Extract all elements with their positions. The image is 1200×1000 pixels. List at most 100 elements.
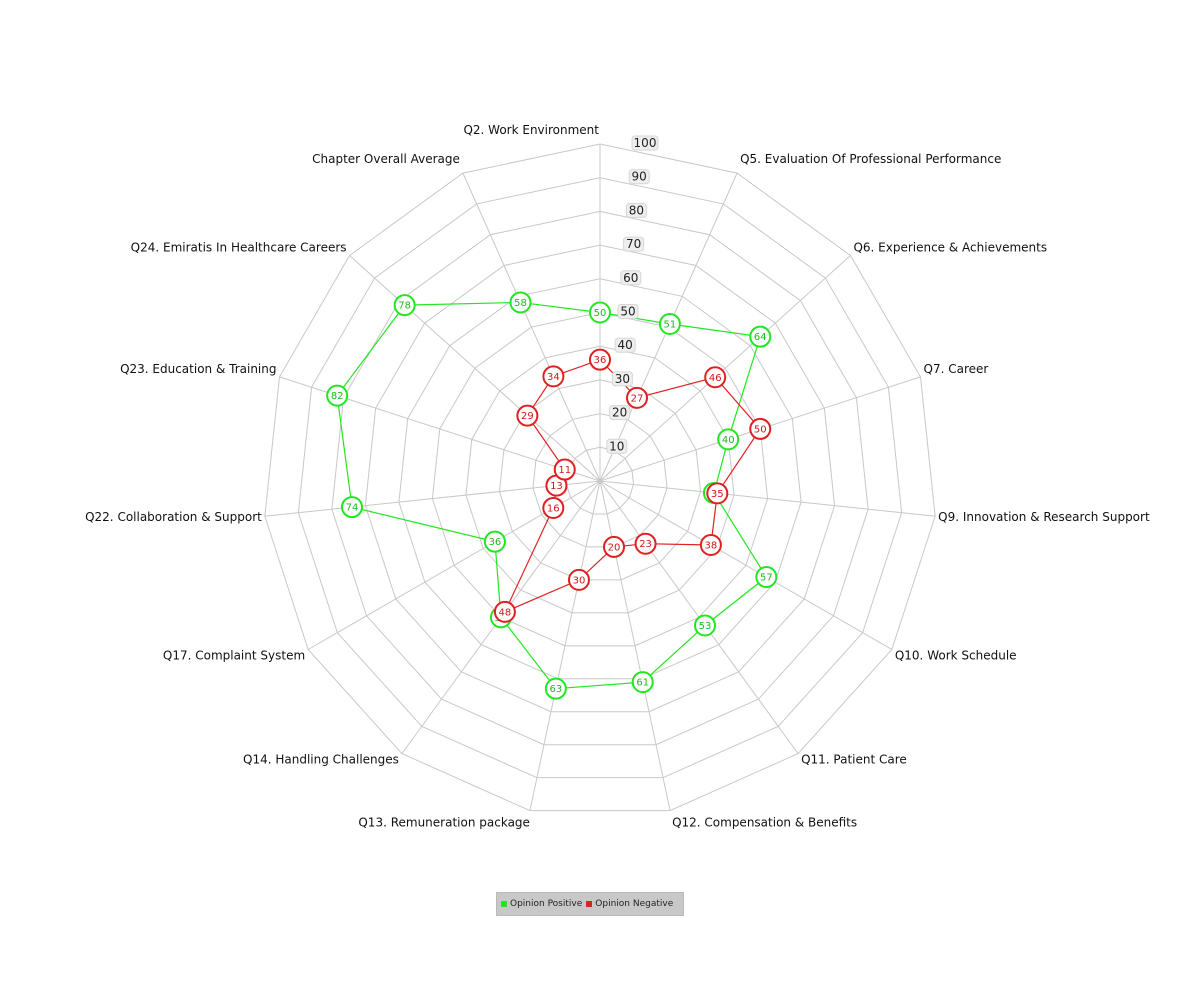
marker-negative: [704, 366, 727, 389]
grid-spoke: [599, 480, 936, 517]
data-label-positive: 82: [331, 391, 344, 402]
data-label-positive: 63: [549, 684, 562, 695]
tick-label: 60: [623, 271, 638, 285]
data-label-positive: 51: [664, 319, 677, 330]
tick-label-bg: [620, 270, 642, 286]
grid-ring: [532, 413, 668, 548]
marker-negative: [516, 404, 539, 427]
tick-label-bg: [631, 135, 659, 151]
tick-label: 90: [632, 170, 647, 184]
marker-negative: [542, 365, 565, 388]
tick-label-bg: [609, 405, 631, 421]
data-label-positive: 40: [722, 435, 735, 446]
tick-label: 30: [615, 372, 630, 386]
tick-label: 40: [618, 338, 633, 352]
marker-positive: [658, 312, 681, 335]
category-label: Q23. Education & Training: [120, 362, 276, 376]
legend-swatch-negative: [586, 901, 593, 907]
tick-label-bg: [628, 169, 650, 185]
data-label-negative: 13: [550, 481, 563, 492]
data-label-negative: 20: [608, 542, 621, 553]
grid-ring: [297, 177, 903, 779]
category-label: Q9. Innovation & Research Support: [938, 510, 1150, 524]
data-label-positive: 36: [489, 537, 502, 548]
category-label: Chapter Overall Average: [312, 152, 460, 166]
category-label: Q5. Evaluation Of Professional Performan…: [740, 152, 1001, 166]
category-label: Q12. Compensation & Benefits: [672, 816, 857, 830]
marker-negative: [603, 535, 626, 558]
data-label-negative: 27: [631, 393, 644, 404]
data-label-positive: 74: [346, 503, 359, 514]
marker-negative: [634, 532, 657, 555]
marker-negative: [567, 568, 590, 591]
category-label: Q14. Handling Challenges: [243, 753, 399, 767]
tick-label-bg: [617, 304, 639, 319]
series-line-negative: [503, 358, 762, 614]
marker-negative: [553, 458, 576, 481]
marker-positive: [509, 291, 532, 314]
series-line-positive: [336, 301, 768, 690]
marker-positive: [749, 325, 772, 348]
grid-ring: [498, 379, 702, 581]
tick-label: 20: [612, 406, 627, 420]
data-label-negative: 23: [639, 539, 652, 550]
data-label-negative: 11: [558, 465, 571, 476]
data-label-positive: 78: [398, 301, 411, 312]
grid-spoke: [599, 255, 851, 482]
legend-label-negative: Opinion Negative: [595, 899, 674, 909]
legend: Opinion Positive Opinion Negative: [496, 892, 685, 916]
data-label-positive: 57: [760, 573, 773, 584]
marker-negative: [542, 496, 565, 519]
marker-negative: [493, 600, 516, 623]
category-label: Q24. Emiratis In Healthcare Careers: [131, 241, 347, 255]
data-label-positive: 53: [699, 621, 712, 632]
grid-ring: [398, 278, 802, 680]
tick-label-bg: [625, 202, 647, 218]
legend-swatch-positive: [501, 901, 507, 907]
legend-item-negative: Opinion Negative: [586, 899, 673, 909]
marker-positive: [544, 677, 567, 700]
grid-spoke: [462, 172, 601, 482]
marker-positive: [340, 496, 363, 519]
category-label: Q11. Patient Care: [801, 753, 907, 767]
data-label-negative: 35: [711, 489, 724, 500]
data-label-positive: 61: [636, 678, 649, 689]
marker-positive: [717, 428, 740, 451]
data-label-positive: 50: [594, 308, 607, 319]
data-label-positive: 64: [754, 332, 767, 343]
data-label-negative: 48: [499, 607, 512, 618]
grid-ring: [465, 345, 735, 614]
grid-ring: [431, 311, 769, 647]
data-label-negative: 34: [547, 372, 560, 383]
marker-positive: [483, 530, 506, 553]
data-label-negative: 46: [709, 373, 722, 384]
tick-label: 100: [634, 136, 657, 150]
category-label: Q17. Complaint System: [163, 649, 305, 663]
tick-label: 50: [620, 305, 635, 319]
marker-negative: [589, 348, 611, 371]
marker-positive: [589, 301, 611, 324]
grid-ring: [364, 244, 836, 713]
data-label-negative: 16: [547, 503, 560, 514]
tick-label-bg: [623, 236, 645, 252]
legend-label-positive: Opinion Positive: [510, 899, 583, 909]
tick-label: 70: [626, 237, 641, 251]
tick-label-bg: [606, 438, 628, 454]
data-label-negative: 30: [573, 575, 586, 586]
category-label: Q6. Experience & Achievements: [853, 241, 1047, 255]
category-label: Q7. Career: [924, 362, 989, 376]
marker-negative: [706, 482, 729, 505]
tick-label-bg: [614, 337, 636, 353]
marker-positive: [693, 614, 716, 637]
tick-label: 10: [609, 439, 624, 453]
data-label-negative: 29: [521, 411, 534, 422]
category-label: Q13. Remuneration package: [358, 816, 530, 830]
data-label-negative: 36: [594, 355, 607, 366]
grid-spoke: [349, 255, 601, 482]
data-label-negative: 38: [705, 541, 718, 552]
grid-spoke: [529, 480, 601, 811]
category-label: Q22. Collaboration & Support: [85, 510, 262, 524]
category-label: Q2. Work Environment: [463, 123, 599, 137]
